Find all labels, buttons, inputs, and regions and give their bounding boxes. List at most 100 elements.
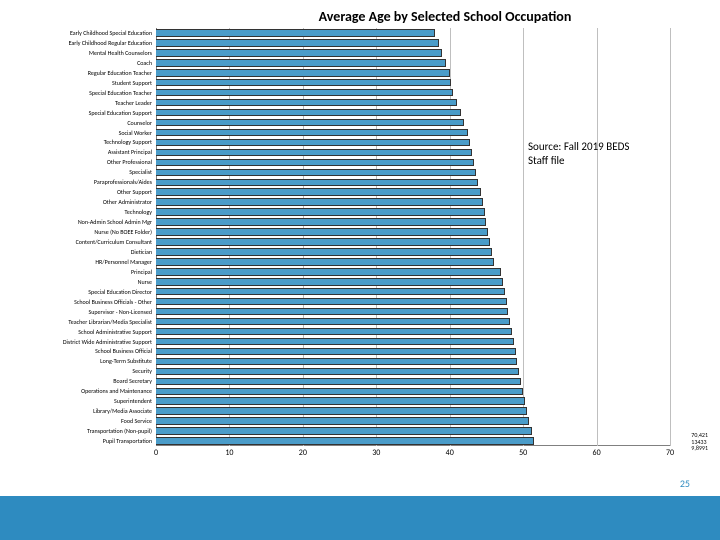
y-tick-label: Principal <box>10 269 152 275</box>
bar <box>156 278 503 286</box>
chart-title: Average Age by Selected School Occupatio… <box>0 0 720 25</box>
y-axis-labels: Early Childhood Special EducationEarly C… <box>10 28 154 446</box>
bar <box>156 238 490 246</box>
y-tick-label: Food Service <box>10 418 152 424</box>
y-tick-label: Regular Education Teacher <box>10 70 152 76</box>
y-tick-label: Special Education Teacher <box>10 90 152 96</box>
x-tick-label: 60 <box>593 448 601 458</box>
y-tick-label: HR/Personnel Manager <box>10 259 152 265</box>
bar <box>156 39 439 47</box>
gridline <box>670 28 671 446</box>
bar <box>156 149 472 157</box>
gridline <box>597 28 598 446</box>
bar <box>156 388 523 396</box>
bar <box>156 79 451 87</box>
bar <box>156 99 457 107</box>
y-tick-label: District Wide Administrative Support <box>10 339 152 345</box>
bar <box>156 139 470 147</box>
chart-area: Early Childhood Special EducationEarly C… <box>10 28 670 460</box>
bar <box>156 348 516 356</box>
y-tick-label: Special Education Director <box>10 289 152 295</box>
y-tick-label: Other Administrator <box>10 199 152 205</box>
bar <box>156 437 534 445</box>
y-tick-label: Early Childhood Special Education <box>10 30 152 36</box>
bar <box>156 69 450 77</box>
y-tick-label: Pupil Transportation <box>10 438 152 444</box>
bar <box>156 89 453 97</box>
side-numbers: 70,421134339,8991 <box>691 432 708 452</box>
x-tick-label: 20 <box>299 448 307 458</box>
bar <box>156 308 508 316</box>
x-tick-label: 40 <box>446 448 454 458</box>
bar <box>156 358 517 366</box>
source-note: Source: Fall 2019 BEDS Staff file <box>528 140 648 169</box>
bar <box>156 258 494 266</box>
bar <box>156 198 483 206</box>
y-tick-label: Non-Admin School Admin Mgr <box>10 219 152 225</box>
y-tick-label: Technology Support <box>10 139 152 145</box>
bar <box>156 228 488 236</box>
bar <box>156 59 446 67</box>
y-tick-label: Specialist <box>10 169 152 175</box>
y-tick-label: Transportation (Non-pupil) <box>10 428 152 434</box>
y-tick-label: Student Support <box>10 80 152 86</box>
bar <box>156 129 468 137</box>
gridline <box>523 28 524 446</box>
bar <box>156 29 435 37</box>
bar <box>156 417 529 425</box>
y-tick-label: Teacher Leader <box>10 100 152 106</box>
bar <box>156 427 532 435</box>
y-tick-label: Special Education Support <box>10 110 152 116</box>
bar <box>156 338 514 346</box>
y-tick-label: Other Support <box>10 189 152 195</box>
y-tick-label: Assistant Principal <box>10 149 152 155</box>
bar <box>156 368 519 376</box>
y-tick-label: Security <box>10 368 152 374</box>
x-tick-label: 10 <box>225 448 233 458</box>
x-tick-label: 30 <box>372 448 380 458</box>
y-tick-label: School Business Official <box>10 348 152 354</box>
plot-area: 010203040506070 <box>156 28 670 446</box>
y-tick-label: Dietician <box>10 249 152 255</box>
bar <box>156 179 478 187</box>
bar <box>156 378 521 386</box>
y-tick-label: Technology <box>10 209 152 215</box>
x-axis-line <box>156 445 670 446</box>
side-number: 9,8991 <box>691 445 708 452</box>
bar <box>156 109 461 117</box>
y-tick-label: Operations and Maintenance <box>10 388 152 394</box>
y-tick-label: Mental Health Counselors <box>10 50 152 56</box>
y-tick-label: Superintendent <box>10 398 152 404</box>
bar <box>156 288 505 296</box>
bar <box>156 169 476 177</box>
bar <box>156 268 501 276</box>
page-number: 25 <box>680 477 690 490</box>
bar <box>156 397 525 405</box>
y-tick-label: Counselor <box>10 120 152 126</box>
bar <box>156 328 512 336</box>
bar <box>156 407 527 415</box>
y-tick-label: Supervisor - Non-Licensed <box>10 309 152 315</box>
bar <box>156 208 485 216</box>
footer-bar <box>0 496 720 540</box>
bar <box>156 248 492 256</box>
bar <box>156 159 474 167</box>
bar <box>156 218 486 226</box>
y-tick-label: Social Worker <box>10 130 152 136</box>
x-tick-label: 50 <box>519 448 527 458</box>
y-tick-label: Content/Curriculum Consultant <box>10 239 152 245</box>
y-tick-label: Teacher Librarian/Media Specialist <box>10 319 152 325</box>
y-tick-label: Other Professional <box>10 159 152 165</box>
x-tick-label: 0 <box>154 448 158 458</box>
y-tick-label: Paraprofessionals/Aides <box>10 179 152 185</box>
y-tick-label: Coach <box>10 60 152 66</box>
bar <box>156 188 481 196</box>
bar <box>156 119 464 127</box>
y-tick-label: Board Secretary <box>10 378 152 384</box>
y-tick-label: School Business Officials - Other <box>10 299 152 305</box>
bar <box>156 318 510 326</box>
y-tick-label: Nurse <box>10 279 152 285</box>
y-tick-label: School Administrative Support <box>10 329 152 335</box>
x-tick-label: 70 <box>666 448 674 458</box>
y-tick-label: Nurse (No BOEE Folder) <box>10 229 152 235</box>
